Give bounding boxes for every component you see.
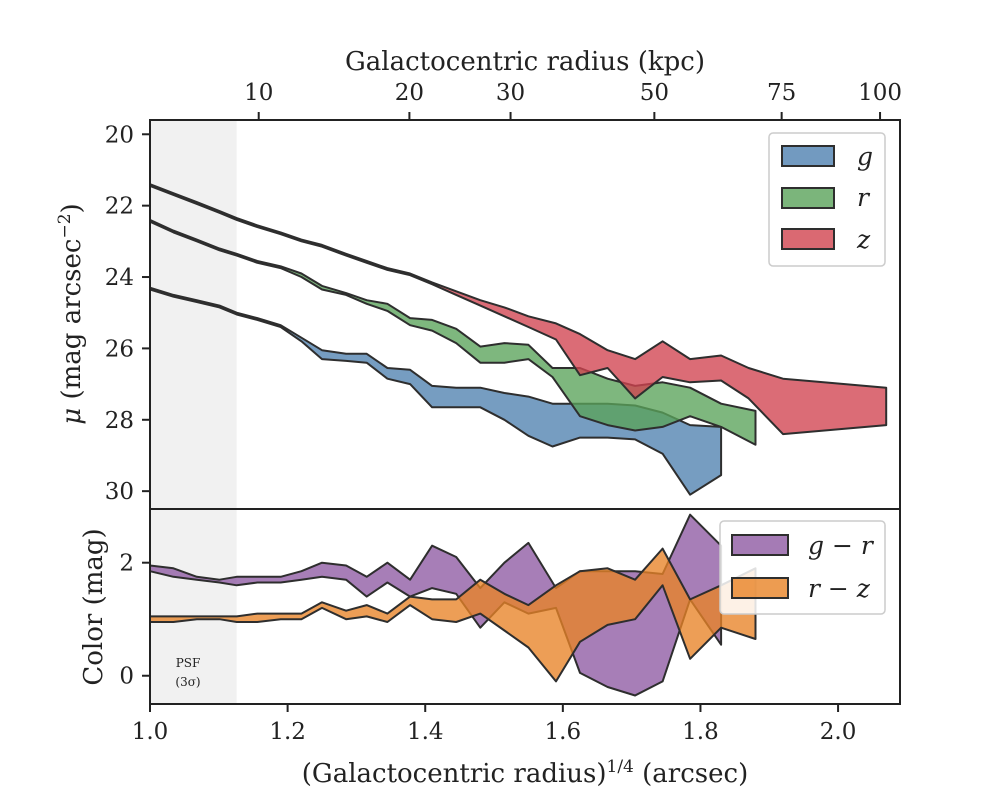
top-kpc-tick-label: 10 bbox=[244, 80, 273, 106]
bottom-series-group bbox=[149, 513, 757, 697]
top-series-group bbox=[149, 183, 888, 496]
series-band-g-minus-r bbox=[149, 513, 723, 697]
bottom-y-axis-title: Color (mag) bbox=[79, 528, 109, 685]
bottom-panel: 02 1.0 1.2 1.4 1.6 1.8 2.0 PSF (3σ) Color (ma… bbox=[79, 508, 901, 789]
legend-swatch-r-minus-z bbox=[731, 577, 789, 599]
top-kpc-tick-label: 20 bbox=[395, 80, 424, 106]
legend-swatch-g bbox=[781, 145, 835, 167]
top-kpc-tick-label: 100 bbox=[858, 80, 902, 106]
bottom-yticks-group: 02 bbox=[119, 551, 150, 690]
top-axis-title: Galactocentric radius (kpc) bbox=[345, 47, 705, 77]
legend-swatch-z bbox=[781, 228, 835, 250]
bottom-xtick-label: 1.0 bbox=[132, 719, 169, 745]
series-band-z bbox=[149, 183, 888, 436]
bottom-xtick-label: 1.6 bbox=[545, 719, 582, 745]
top-ytick-label: 24 bbox=[105, 265, 134, 291]
bottom-plot-frame bbox=[149, 508, 901, 705]
legend-label-g-minus-r: g − r bbox=[808, 531, 875, 560]
legend-label-g: g bbox=[857, 142, 873, 171]
legend-swatch-r bbox=[781, 187, 835, 209]
top-ytick-label: 30 bbox=[105, 479, 134, 505]
bottom-x-axis-title: (Galactocentric radius)1/4 (arcsec) bbox=[302, 757, 748, 789]
legend-label-z: z bbox=[856, 225, 871, 254]
bottom-legend: g − r r − z bbox=[719, 520, 886, 615]
legend-label-r: r bbox=[857, 183, 871, 212]
top-ytick-label: 20 bbox=[105, 122, 134, 148]
top-ytick-label: 22 bbox=[105, 194, 134, 220]
legend-label-r-minus-z: r − z bbox=[808, 574, 871, 603]
series-band-r bbox=[149, 218, 757, 446]
bottom-ytick-label: 2 bbox=[119, 551, 134, 577]
series-band-r-minus-z bbox=[149, 547, 757, 683]
top-legend: g r z bbox=[768, 132, 886, 267]
top-psf-region bbox=[150, 120, 237, 509]
top-kpc-tick-label: 30 bbox=[496, 80, 525, 106]
bottom-ytick-label: 0 bbox=[119, 664, 134, 690]
legend-swatch-g-minus-r bbox=[731, 534, 789, 556]
top-ytick-label: 28 bbox=[105, 408, 134, 434]
bottom-xtick-label: 2.0 bbox=[820, 719, 857, 745]
top-kpc-tick-label: 50 bbox=[640, 80, 669, 106]
top-y-axis-title: μ (mag arcsec−2) bbox=[55, 203, 87, 424]
top-kpc-ticks-group: 10 20 30 50 75 100 bbox=[244, 80, 902, 120]
bottom-xtick-label: 1.4 bbox=[407, 719, 444, 745]
top-yticks-group: 20 22 24 26 28 30 bbox=[105, 122, 150, 505]
top-panel: 20 22 24 26 28 30 10 20 30 50 75 100 Galactocentri… bbox=[55, 47, 902, 510]
bottom-xtick-label: 1.8 bbox=[682, 719, 719, 745]
bottom-psf-region bbox=[150, 509, 237, 704]
bottom-xtick-label: 1.2 bbox=[269, 719, 306, 745]
top-kpc-tick-label: 75 bbox=[767, 80, 796, 106]
psf-sigma-label: (3σ) bbox=[175, 675, 200, 689]
psf-label: PSF bbox=[176, 656, 201, 670]
series-band-g bbox=[149, 286, 723, 496]
top-ytick-label: 26 bbox=[105, 336, 134, 362]
bottom-xticks-group: 1.0 1.2 1.4 1.6 1.8 2.0 bbox=[132, 704, 857, 745]
